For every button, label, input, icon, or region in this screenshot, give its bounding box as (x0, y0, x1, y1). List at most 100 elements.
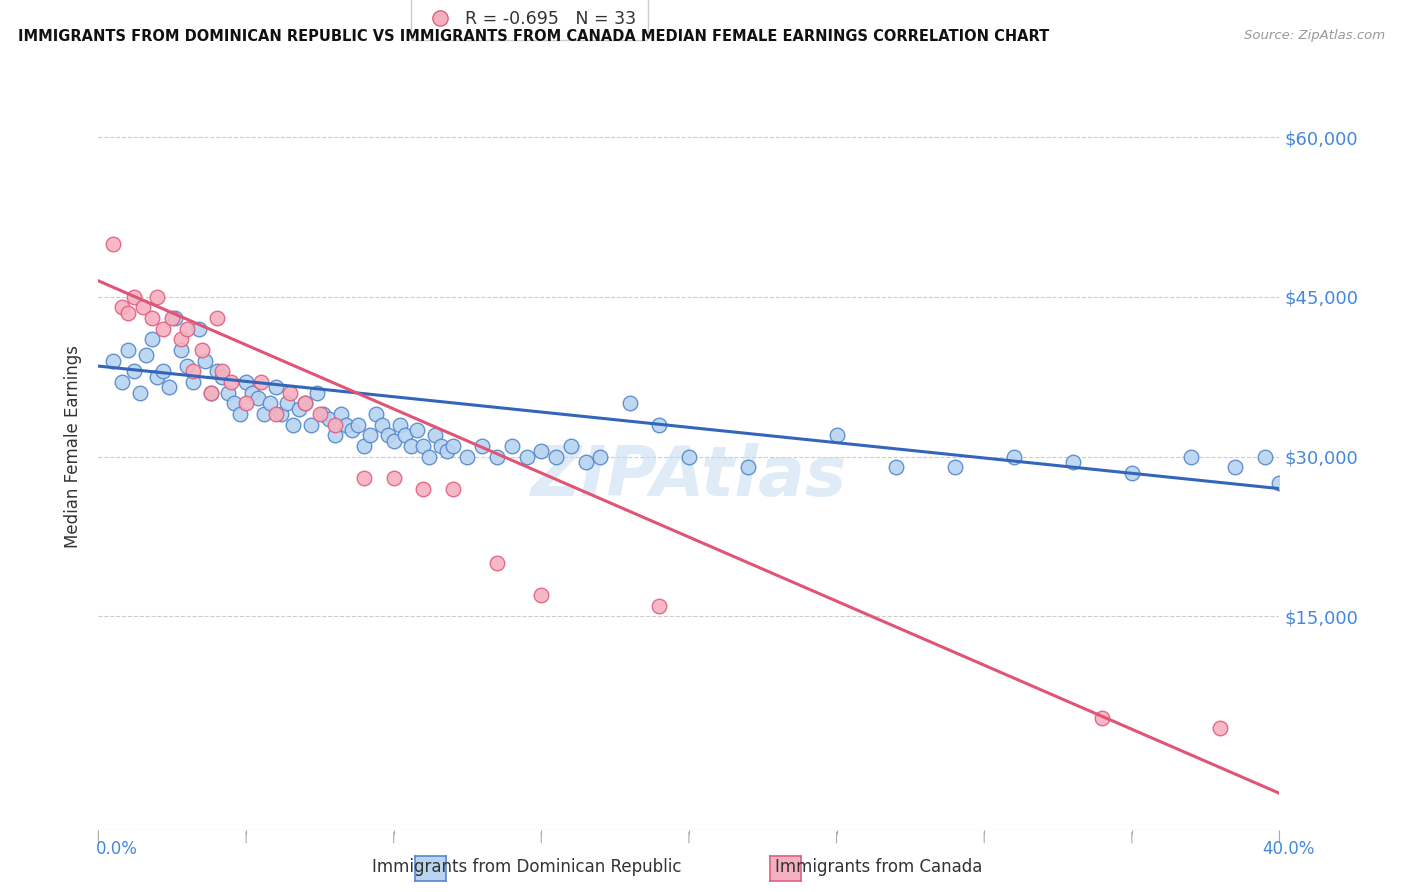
Point (423, 428, 446, 442)
Point (619, 396, 641, 410)
Point (187, 322, 209, 336)
Point (457, 450, 479, 464)
Point (342, 423, 364, 437)
Point (229, 407, 252, 421)
Point (388, 417, 411, 432)
Point (200, 385, 222, 400)
Point (1268, 476, 1291, 491)
Point (1002, 450, 1025, 464)
Point (1254, 450, 1277, 464)
Point (471, 439, 494, 453)
Point (211, 364, 233, 378)
Point (648, 417, 671, 432)
Point (678, 450, 700, 464)
Point (280, 385, 302, 400)
Point (235, 375, 257, 389)
Point (382, 471, 405, 485)
Point (288, 401, 311, 416)
Point (111, 375, 134, 389)
Point (1180, 450, 1202, 464)
Point (305, 385, 328, 400)
Point (377, 428, 399, 442)
Point (318, 412, 340, 426)
Point (575, 455, 598, 469)
Point (205, 364, 228, 378)
Point (309, 407, 332, 421)
Point (560, 439, 582, 453)
Point (128, 385, 150, 400)
Point (117, 306, 139, 320)
Point (401, 439, 423, 453)
Point (224, 396, 246, 410)
Point (194, 353, 217, 368)
Point (217, 385, 239, 400)
Point (152, 364, 174, 378)
Point (181, 364, 204, 378)
Point (546, 450, 568, 464)
Point (122, 364, 145, 378)
Point (132, 301, 155, 315)
Text: Immigrants from Canada: Immigrants from Canada (775, 858, 983, 876)
Point (103, 353, 125, 368)
Point (323, 417, 346, 432)
Text: ZIPAtlas: ZIPAtlas (531, 443, 846, 510)
Point (323, 428, 346, 442)
Point (170, 343, 193, 357)
Point (270, 407, 292, 421)
Point (294, 396, 316, 410)
Point (240, 385, 263, 400)
Point (181, 375, 204, 389)
Point (152, 322, 174, 336)
Point (501, 439, 523, 453)
Legend: R = -0.563   N = 82, R = -0.695   N = 33: R = -0.563 N = 82, R = -0.695 N = 33 (411, 0, 648, 40)
Point (141, 311, 163, 326)
Point (1121, 466, 1143, 480)
Point (117, 343, 139, 357)
Point (135, 348, 157, 362)
Point (353, 471, 375, 485)
Point (246, 391, 269, 405)
Point (176, 322, 198, 336)
Point (162, 311, 183, 326)
Point (294, 396, 316, 410)
Point (146, 290, 169, 304)
Point (283, 417, 305, 432)
Point (530, 588, 553, 602)
Point (436, 444, 458, 458)
Point (1225, 460, 1247, 475)
Point (1209, 722, 1232, 736)
Point (430, 439, 453, 453)
Point (176, 359, 198, 373)
Point (347, 417, 370, 432)
Point (264, 407, 287, 421)
Point (364, 407, 387, 421)
Point (825, 428, 848, 442)
Point (412, 439, 434, 453)
Point (312, 407, 335, 421)
Point (516, 450, 538, 464)
Point (165, 311, 187, 326)
Point (737, 460, 759, 475)
Point (103, 236, 125, 251)
Point (335, 417, 357, 432)
Point (170, 333, 193, 347)
Point (441, 439, 464, 453)
Point (371, 417, 394, 432)
Point (530, 444, 553, 458)
Point (589, 450, 612, 464)
Text: Immigrants from Dominican Republic: Immigrants from Dominican Republic (373, 858, 682, 876)
Point (141, 333, 163, 347)
Point (299, 417, 322, 432)
Point (235, 396, 257, 410)
Point (359, 428, 381, 442)
Point (1091, 711, 1114, 725)
Point (1062, 455, 1084, 469)
Point (211, 369, 233, 384)
Point (200, 385, 222, 400)
Point (221, 375, 243, 389)
Point (205, 311, 228, 326)
Point (648, 599, 671, 613)
Point (191, 343, 214, 357)
Point (486, 556, 509, 570)
Point (382, 434, 405, 448)
